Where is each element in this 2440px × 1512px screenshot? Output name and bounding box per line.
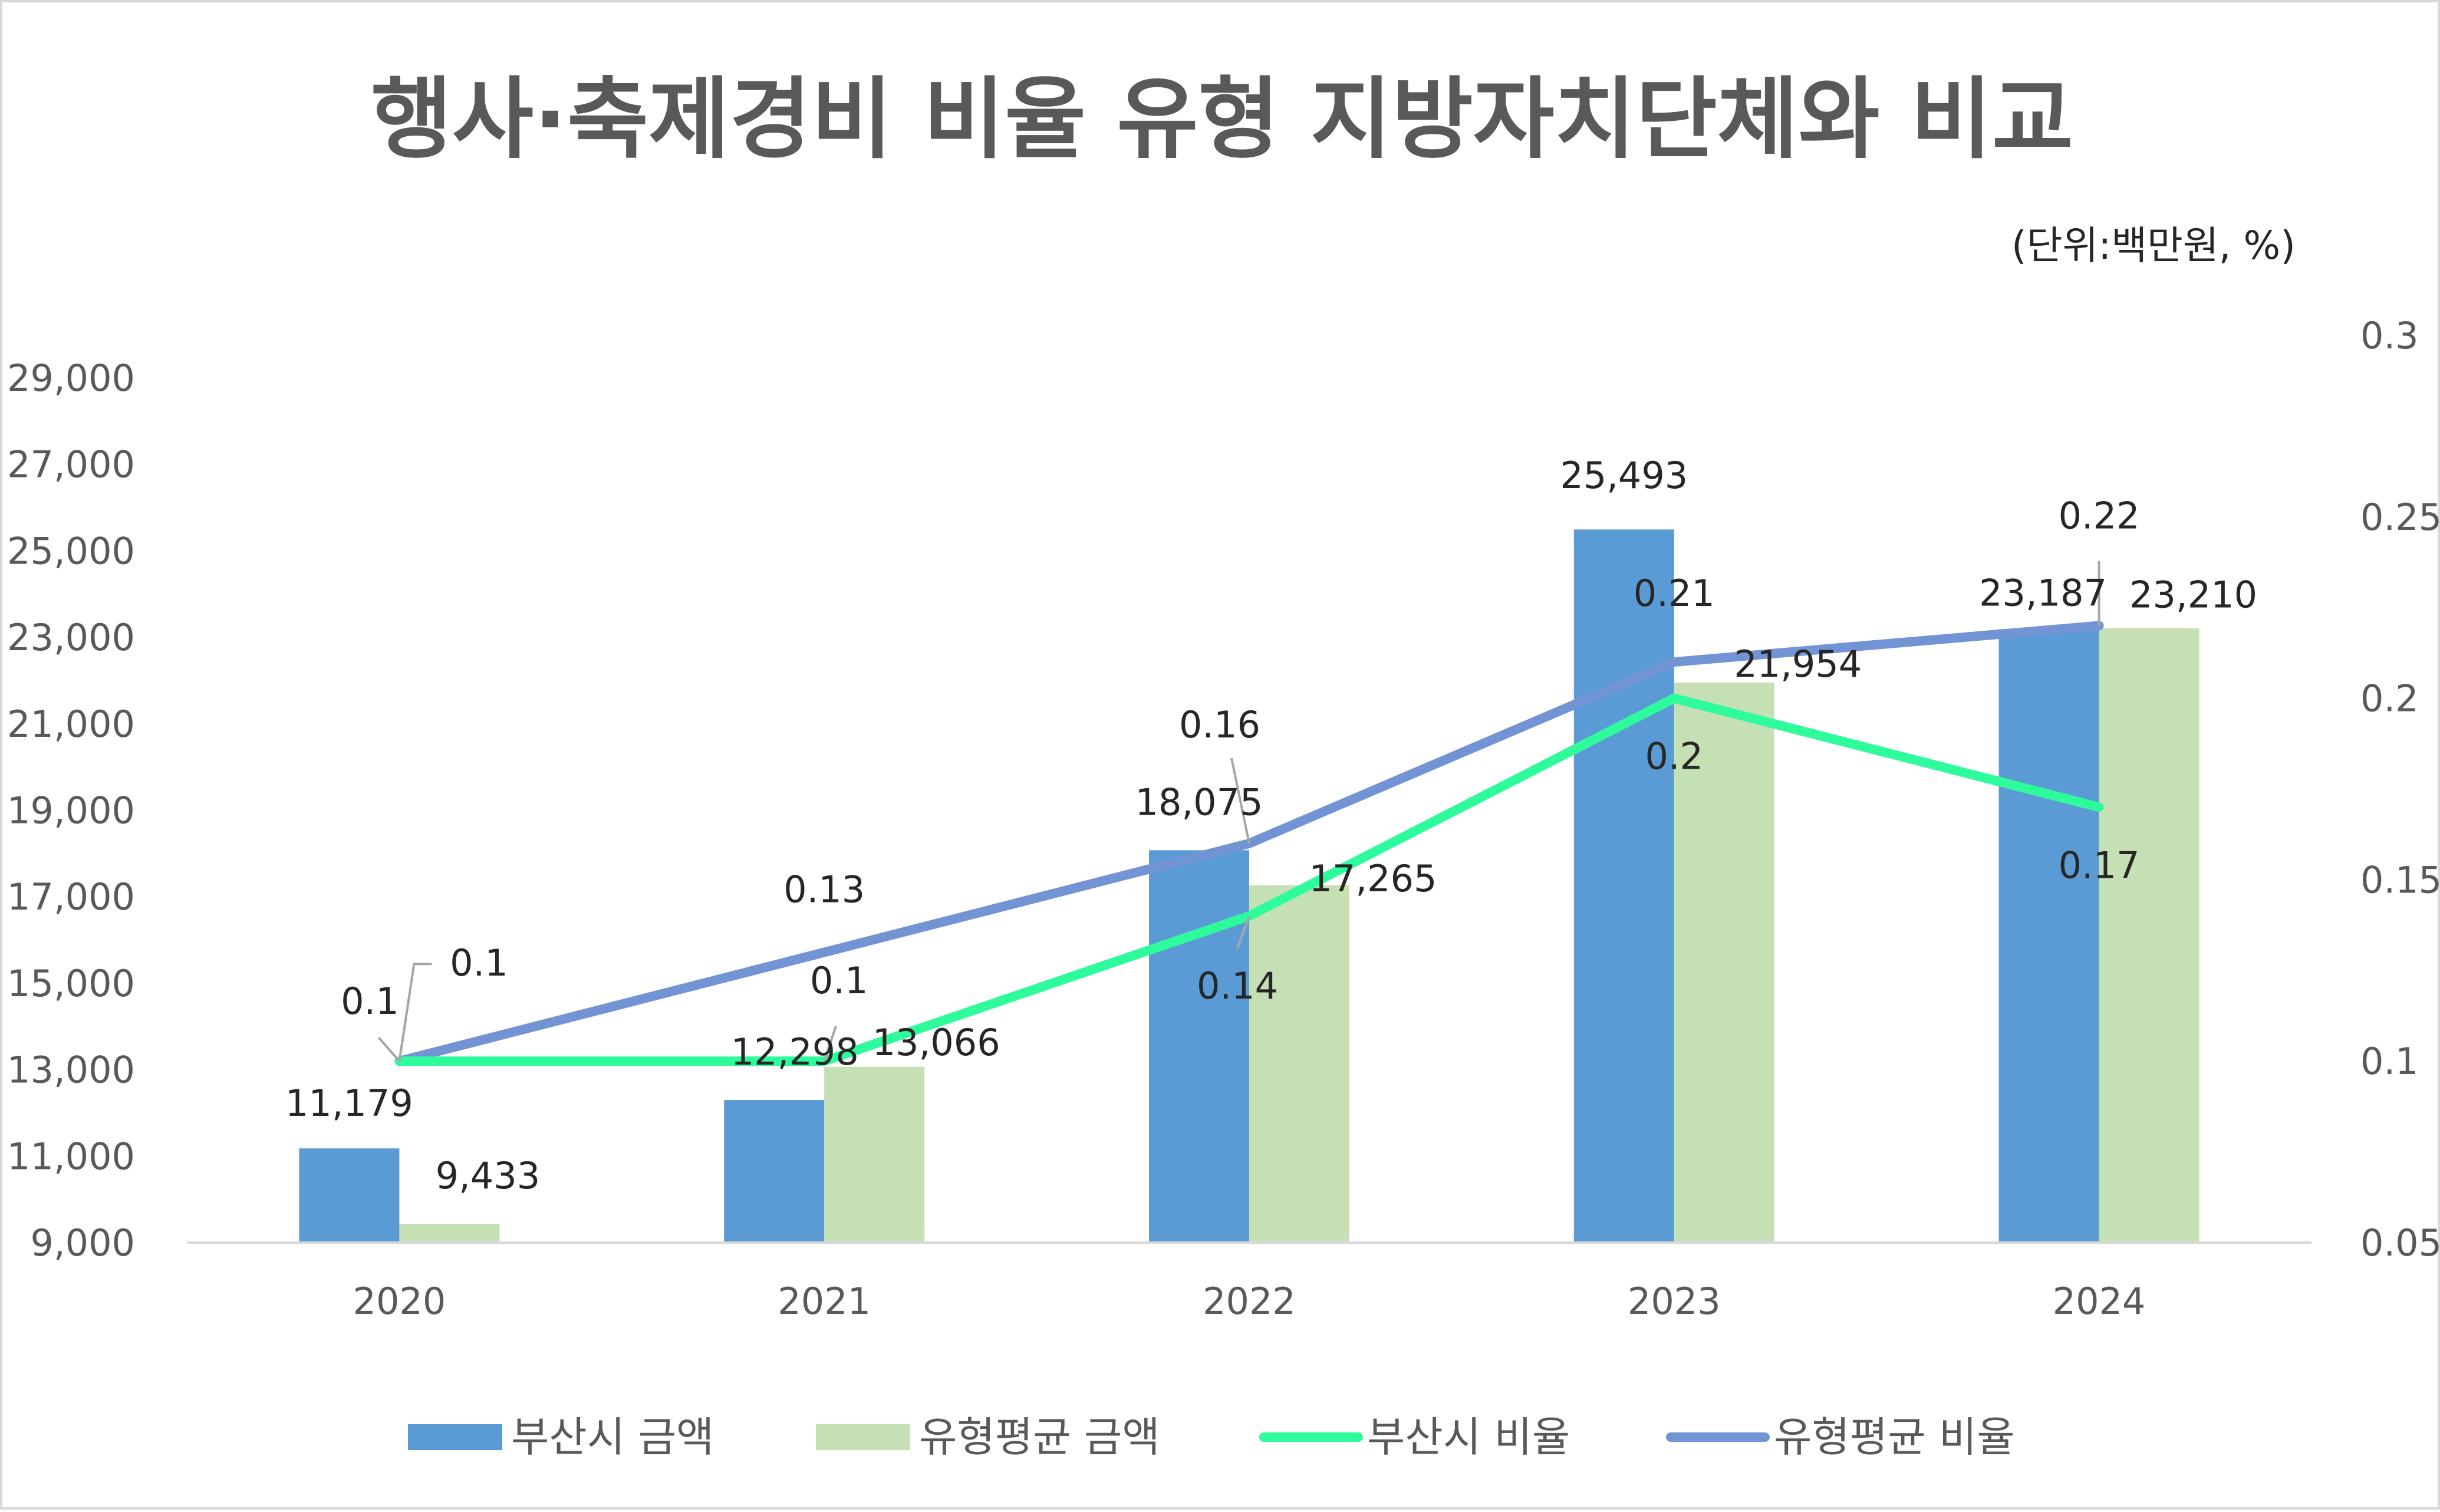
- line-label-type-average-ratio: 0.21: [1634, 572, 1715, 615]
- legend-label: 부산시 비율: [1367, 1413, 1570, 1461]
- leader-2022-busan-ratio: [1236, 915, 1250, 949]
- legend-label: 유형평균 비율: [1774, 1413, 2015, 1461]
- bar-busan-amount: [724, 1100, 825, 1243]
- left-axis: 9,000 11,000 13,000 15,000 17,000 19,000 21,00…: [7, 357, 135, 1264]
- right-tick-label: 0.1: [2360, 1040, 2419, 1083]
- bar-type-average-amount: [2099, 628, 2199, 1243]
- bar-type-average-amount: [1674, 682, 1774, 1243]
- unit-note: (단위:백만원, %): [2011, 223, 2296, 268]
- x-tick-label: 2023: [1628, 1280, 1721, 1323]
- legend-item: 부산시 비율: [1259, 1413, 1570, 1461]
- left-tick-label: 9,000: [31, 1221, 136, 1264]
- x-axis: 2020 2021 2022 2023 2024: [353, 1280, 2146, 1323]
- bar-label-type-average-amount: 21,954: [1734, 643, 1862, 686]
- line-label-type-average-ratio: 0.13: [783, 868, 865, 911]
- legend-label: 부산시 금액: [511, 1413, 714, 1461]
- legend-item: 유형평균 금액: [816, 1413, 1160, 1461]
- bar-busan-amount: [1573, 529, 1674, 1243]
- legend-item: 유형평균 비율: [1666, 1413, 2015, 1461]
- bars-layer: [299, 529, 2199, 1243]
- x-tick-label: 2021: [778, 1280, 871, 1323]
- left-tick-label: 11,000: [7, 1135, 135, 1178]
- left-tick-label: 21,000: [7, 703, 135, 746]
- right-axis: 0.05 0.1 0.15 0.2 0.25 0.3: [2360, 314, 2440, 1264]
- bar-label-busan-amount: 12,298: [731, 1030, 859, 1073]
- right-tick-label: 0.25: [2360, 496, 2440, 539]
- bar-label-busan-amount: 11,179: [285, 1082, 413, 1125]
- legend-swatch: [408, 1424, 502, 1450]
- leader-2020-busan-ratio: [377, 1036, 400, 1062]
- left-tick-label: 23,000: [7, 616, 135, 659]
- bar-type-average-amount: [399, 1224, 500, 1243]
- line-label-type-average-ratio: 0.16: [1179, 703, 1260, 746]
- bar-label-type-average-amount: 9,433: [436, 1154, 541, 1197]
- bar-label-type-average-amount: 23,210: [2129, 574, 2257, 617]
- line-label-busan-ratio: 0.2: [1645, 735, 1703, 778]
- left-tick-label: 15,000: [7, 962, 135, 1005]
- left-tick-label: 13,000: [7, 1049, 135, 1092]
- bar-label-busan-amount: 23,187: [1979, 571, 2107, 614]
- bar-label-busan-amount: 18,075: [1135, 780, 1263, 823]
- leader-2021-busan-ratio: [823, 1025, 838, 1062]
- line-label-busan-ratio: 0.1: [810, 959, 868, 1002]
- line-label-busan-ratio: 0.14: [1197, 964, 1278, 1007]
- leader-lines: [377, 561, 2100, 1062]
- right-tick-label: 0.2: [2360, 677, 2419, 720]
- right-tick-label: 0.3: [2360, 314, 2419, 357]
- bar-label-type-average-amount: 13,066: [872, 1021, 1000, 1064]
- right-tick-label: 0.05: [2360, 1221, 2440, 1264]
- legend-swatch: [816, 1424, 910, 1450]
- right-tick-label: 0.15: [2360, 858, 2440, 901]
- left-tick-label: 25,000: [7, 529, 135, 572]
- legend-item: 부산시 금액: [408, 1413, 714, 1461]
- x-tick-label: 2020: [353, 1280, 446, 1323]
- data-labels: 11,179 12,298 18,075 25,493 23,187 9,433 13,06…: [285, 454, 2257, 1197]
- bar-busan-amount: [1998, 629, 2099, 1243]
- leader-2020-average-ratio: [398, 963, 432, 1062]
- bar-busan-amount: [1149, 850, 1249, 1243]
- line-label-busan-ratio: 0.17: [2059, 844, 2140, 887]
- bar-type-average-amount: [824, 1066, 925, 1243]
- left-tick-label: 19,000: [7, 789, 135, 832]
- left-tick-label: 27,000: [7, 443, 135, 486]
- legend: 부산시 금액 유형평균 금액 부산시 비율 유형평균 비율: [408, 1413, 2015, 1461]
- chart-title: 행사·축제경비 비율 유형 지방자치단체와 비교: [371, 68, 2073, 171]
- leader-2022-average-ratio: [1230, 757, 1250, 844]
- line-label-busan-ratio: 0.1: [341, 980, 399, 1023]
- bar-label-type-average-amount: 17,265: [1309, 857, 1437, 900]
- line-label-type-average-ratio: 0.22: [2059, 494, 2140, 537]
- line-label-type-average-ratio: 0.1: [450, 941, 508, 984]
- x-tick-label: 2022: [1203, 1280, 1296, 1323]
- bar-busan-amount: [299, 1148, 400, 1243]
- left-tick-label: 29,000: [7, 357, 135, 400]
- bar-type-average-amount: [1249, 885, 1349, 1243]
- legend-label: 유형평균 금액: [919, 1413, 1160, 1461]
- bar-label-busan-amount: 25,493: [1560, 454, 1688, 497]
- x-tick-label: 2024: [2053, 1280, 2146, 1323]
- left-tick-label: 17,000: [7, 875, 135, 918]
